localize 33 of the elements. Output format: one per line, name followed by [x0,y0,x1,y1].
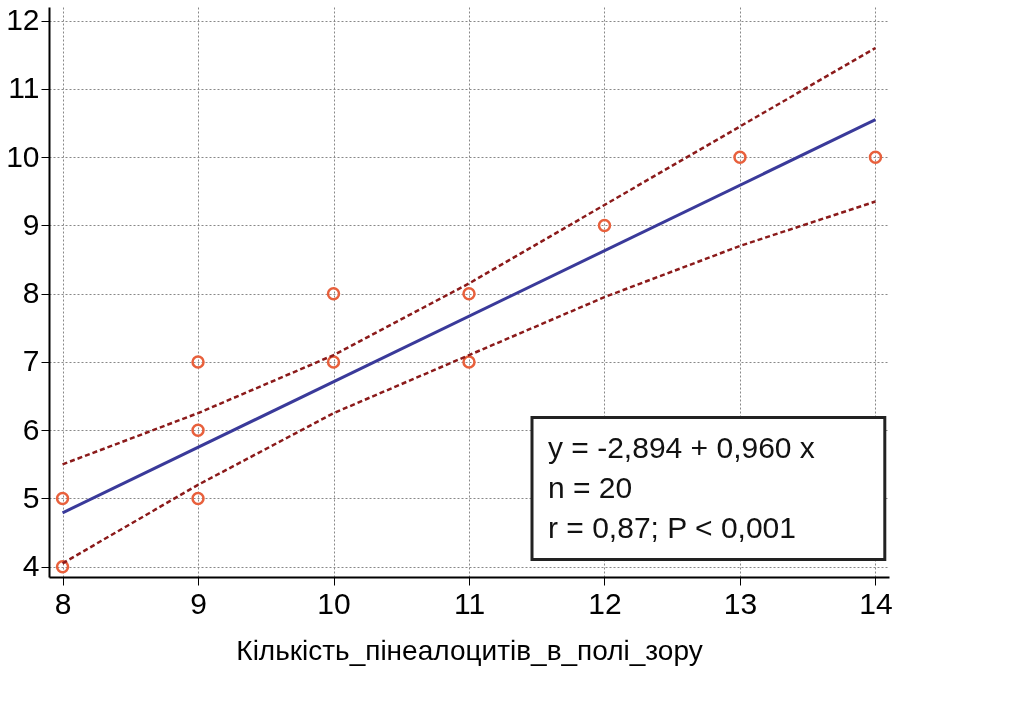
x-tick-label: 13 [723,586,758,620]
point [733,150,747,164]
x-axis-title: Кількість_пінеалоцитів_в_полі_зору [236,634,703,666]
y-tick-label: 5 [22,481,40,514]
y-tick-label: 12 [6,3,40,37]
x-tick-label: 14 [859,586,893,620]
point [462,286,476,301]
y-tick-label: 7 [22,344,40,378]
y-tick-label: 4 [22,549,40,583]
annotation: y = -2,894 + 0,960 x [548,431,815,465]
y-tick-label: 10 [6,139,40,173]
point [868,150,883,164]
point [55,491,70,506]
line-series [61,200,877,565]
x-tick-label: 12 [588,586,622,620]
y-tick-label: 6 [22,412,40,446]
y-tick-label: 9 [22,207,40,241]
x-tick-label: 10 [317,586,351,620]
point [326,286,341,301]
x-tick-label: 8 [54,586,72,620]
x-tick-label: 9 [190,586,207,620]
point [462,355,476,369]
annotation: r = 0,87; P < 0,001 [548,511,796,545]
y-tick-label: 11 [8,71,40,105]
y-tick-label: 8 [22,276,40,310]
point [597,218,612,233]
point [191,355,205,369]
line-series [61,46,877,466]
point [326,355,341,369]
point [191,423,205,437]
annotation: n = 20 [548,471,633,505]
point [191,491,205,506]
x-tick-label: 11 [453,586,486,620]
